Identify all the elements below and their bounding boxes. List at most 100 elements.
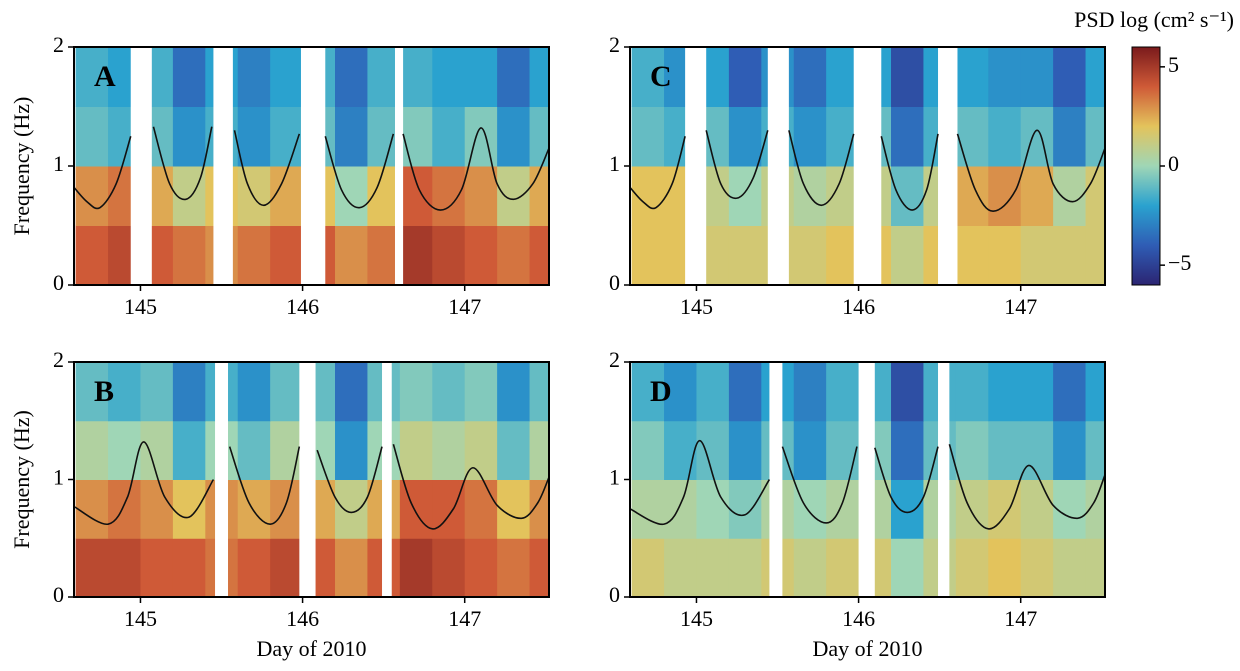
curve bbox=[74, 126, 549, 211]
heat-cell bbox=[270, 106, 304, 167]
heat-cell bbox=[432, 106, 466, 167]
heat-cell bbox=[497, 479, 531, 539]
heat-cell bbox=[172, 225, 206, 285]
panel bbox=[74, 362, 549, 597]
y-tick-label: 0 bbox=[609, 270, 620, 295]
heat-cell bbox=[1053, 420, 1087, 480]
heat-cell bbox=[237, 106, 271, 167]
panel bbox=[630, 47, 1105, 285]
heat-cell bbox=[497, 106, 531, 167]
heat-cell bbox=[1085, 479, 1105, 539]
heat-cell bbox=[497, 47, 531, 107]
heat-cell bbox=[891, 106, 924, 167]
heat-cell bbox=[891, 225, 924, 285]
heat-cell bbox=[728, 479, 762, 539]
heat-cell bbox=[75, 106, 109, 167]
y-tick-label: 2 bbox=[609, 347, 620, 372]
data-gap bbox=[769, 362, 783, 597]
heat-cell bbox=[270, 47, 304, 107]
heat-cell bbox=[335, 362, 368, 422]
heat-cell bbox=[237, 166, 271, 226]
data-gap bbox=[767, 47, 789, 285]
heat-cell bbox=[270, 479, 304, 539]
heat-cell bbox=[432, 225, 466, 285]
heat-cell bbox=[891, 166, 924, 226]
heat-cell bbox=[631, 538, 665, 597]
heat-cell bbox=[432, 362, 466, 422]
y-tick-label: 1 bbox=[53, 151, 64, 176]
heat-cell bbox=[464, 166, 498, 226]
heat-cell bbox=[335, 538, 368, 597]
heat-cell bbox=[75, 538, 109, 597]
heat-cell bbox=[728, 166, 762, 226]
y-tick-label: 2 bbox=[609, 32, 620, 57]
heat-cell bbox=[529, 47, 549, 107]
heat-cell bbox=[399, 362, 433, 422]
heat-cell bbox=[270, 225, 304, 285]
heat-cell bbox=[270, 362, 304, 422]
heat-cell bbox=[955, 538, 989, 597]
heat-cell bbox=[270, 166, 304, 226]
heat-cell bbox=[793, 479, 827, 539]
x-axis-title: Day of 2010 bbox=[813, 636, 923, 661]
heat-cell bbox=[108, 479, 141, 539]
heat-cell bbox=[172, 420, 206, 480]
heat-cell bbox=[955, 106, 989, 167]
curve bbox=[630, 129, 1105, 213]
heat-cell bbox=[891, 362, 924, 422]
heat-cell bbox=[497, 420, 531, 480]
x-axis-title: Day of 2010 bbox=[257, 636, 367, 661]
heat-cell bbox=[1053, 166, 1087, 226]
heat-cell bbox=[631, 106, 665, 167]
heat-cell bbox=[696, 538, 730, 597]
heat-cell bbox=[464, 106, 498, 167]
panel-label: A bbox=[94, 60, 116, 93]
data-gap bbox=[130, 47, 152, 285]
data-gap bbox=[382, 362, 392, 597]
data-gap bbox=[300, 47, 326, 285]
y-tick-label: 2 bbox=[53, 347, 64, 372]
data-gap bbox=[299, 362, 316, 597]
heat-cell bbox=[464, 47, 498, 107]
heat-cell bbox=[1020, 225, 1054, 285]
heat-cell bbox=[75, 362, 109, 422]
heat-cell bbox=[432, 166, 466, 226]
heat-cell bbox=[140, 362, 174, 422]
heat-cell bbox=[75, 225, 109, 285]
heat-cell bbox=[1085, 420, 1105, 480]
heat-cell bbox=[237, 47, 271, 107]
heat-cell bbox=[826, 47, 860, 107]
y-tick-label: 2 bbox=[53, 32, 64, 57]
x-tick-label: 146 bbox=[286, 606, 319, 631]
heat-cell bbox=[399, 106, 433, 167]
heat-cell bbox=[432, 538, 466, 597]
colorbar-title: PSD log (cm² s⁻¹) bbox=[1074, 7, 1234, 32]
x-tick-label: 147 bbox=[448, 606, 481, 631]
heat-cell bbox=[529, 166, 549, 226]
panel bbox=[74, 47, 549, 285]
heat-cell bbox=[140, 538, 174, 597]
y-tick-label: 0 bbox=[53, 270, 64, 295]
curve bbox=[630, 439, 1105, 530]
heat-cell bbox=[728, 420, 762, 480]
heat-cell bbox=[988, 362, 1022, 422]
heat-cell bbox=[529, 106, 549, 167]
heat-cell bbox=[335, 420, 368, 480]
y-tick-label: 0 bbox=[53, 582, 64, 607]
heat-cell bbox=[1053, 225, 1087, 285]
heat-cell bbox=[367, 47, 401, 107]
heat-cell bbox=[955, 166, 989, 226]
heat-cell bbox=[1020, 479, 1054, 539]
colorbar-tick-label: 0 bbox=[1168, 151, 1179, 176]
heat-cell bbox=[75, 479, 109, 539]
x-tick-label: 147 bbox=[448, 294, 481, 319]
heat-cell bbox=[728, 225, 762, 285]
heat-cell bbox=[1053, 538, 1087, 597]
heat-cell bbox=[826, 420, 860, 480]
heat-cell bbox=[1020, 538, 1054, 597]
x-tick-label: 147 bbox=[1004, 606, 1037, 631]
heat-cell bbox=[529, 479, 549, 539]
heat-cell bbox=[1085, 538, 1105, 597]
heat-cell bbox=[955, 420, 989, 480]
heat-cell bbox=[728, 106, 762, 167]
